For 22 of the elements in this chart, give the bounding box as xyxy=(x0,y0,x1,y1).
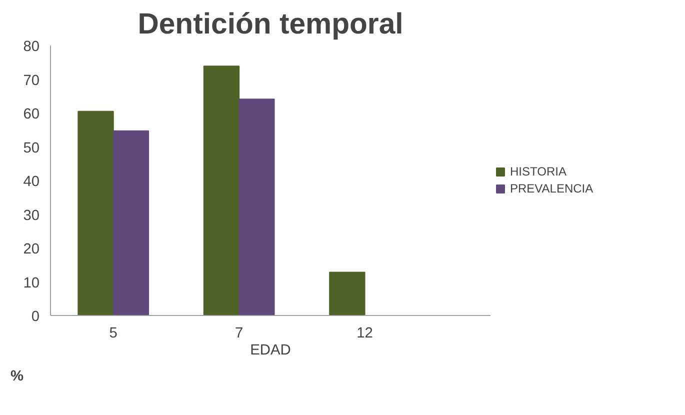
y-tick-label: 80 xyxy=(23,39,40,55)
legend-label: HISTORIA xyxy=(510,164,566,178)
bar xyxy=(238,98,275,316)
y-tick-label: 60 xyxy=(23,106,40,122)
bar xyxy=(329,272,366,316)
chart-title: Dentición temporal xyxy=(138,8,404,40)
bar xyxy=(112,130,150,316)
y-tick-label: 0 xyxy=(31,309,40,325)
bar xyxy=(78,110,114,316)
y-tick-label: 20 xyxy=(23,242,40,258)
legend-label: PREVALENCIA xyxy=(510,182,594,196)
y-tick-label: 70 xyxy=(23,72,40,89)
x-tick-label: 12 xyxy=(356,326,373,342)
y-tick-label: 30 xyxy=(23,208,40,224)
x-axis-title: EDAD xyxy=(250,342,291,358)
bar xyxy=(203,66,240,316)
y-tick-label: 40 xyxy=(23,174,40,190)
y-tick-label: 10 xyxy=(23,275,40,292)
y-tick-label: 50 xyxy=(23,140,40,156)
y-axis-title: % xyxy=(10,368,24,384)
x-tick-label: 7 xyxy=(234,326,244,342)
x-tick-label: 5 xyxy=(109,326,118,342)
